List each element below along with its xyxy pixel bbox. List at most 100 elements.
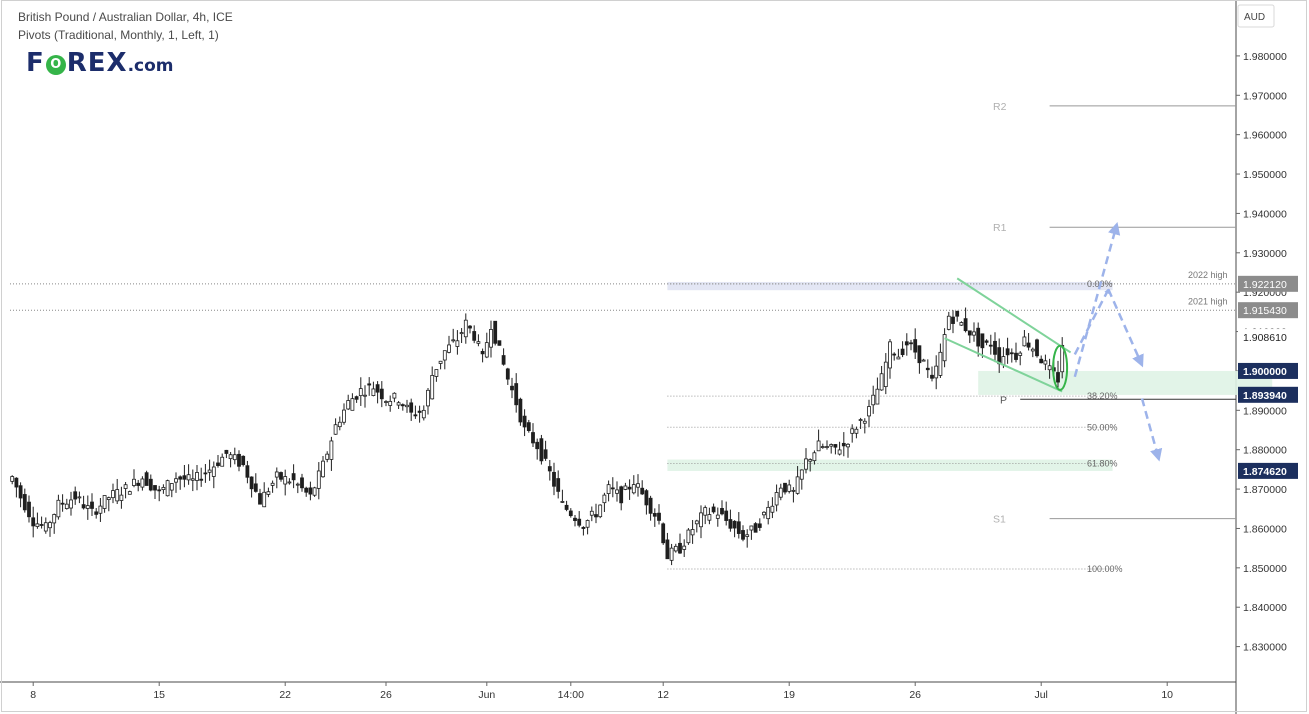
logo-text-com: .com (127, 56, 174, 76)
candle-body (795, 476, 800, 494)
candle-body (493, 320, 498, 344)
candle-body (610, 487, 615, 490)
candle-body (211, 466, 216, 477)
y-tick-label: 1.880000 (1243, 445, 1287, 457)
candle-body (678, 542, 682, 554)
candle-body (136, 482, 141, 486)
y-tick-label: 1.930000 (1243, 248, 1287, 260)
candle-body (535, 441, 540, 450)
candle-body (942, 334, 947, 362)
candle-body (216, 462, 220, 467)
candle-body (619, 486, 624, 504)
candle-body (606, 484, 611, 494)
fib-zero-band (667, 281, 1113, 291)
candle-body (18, 485, 23, 499)
pivot-label: R1 (993, 222, 1007, 234)
candle-body (455, 340, 460, 347)
candle-body (484, 342, 489, 358)
candle-body (829, 444, 834, 447)
candle-body (669, 547, 674, 561)
candle-body (871, 394, 876, 406)
y-tick-label: 1.960000 (1243, 130, 1287, 142)
x-tick-label: 8 (30, 689, 36, 701)
candle-body (497, 340, 502, 346)
candle-body (1060, 344, 1065, 373)
x-tick-label: Jul (1034, 689, 1047, 701)
candle-body (581, 526, 586, 529)
indicator-legend: Pivots (Traditional, Monthly, 1, Left, 1… (18, 28, 219, 42)
candle-body (665, 539, 670, 560)
x-tick-label: 26 (380, 689, 392, 701)
candle-body (556, 478, 561, 492)
candle-body (350, 398, 355, 411)
candle-body (976, 327, 981, 347)
candle-body (820, 446, 825, 448)
fib-zone (667, 459, 1113, 471)
candle-body (316, 470, 321, 489)
candle-body (657, 512, 661, 521)
candle-body (661, 523, 666, 544)
candle-body (846, 443, 850, 448)
candle-body (321, 460, 325, 478)
candle-body (766, 506, 771, 520)
candle-body (64, 503, 69, 509)
candle-body (237, 453, 241, 467)
candle-body (783, 482, 787, 493)
candle-body (279, 472, 283, 480)
y-tick-label: 1.830000 (1243, 642, 1287, 654)
candle-body (430, 375, 435, 400)
candle-body (43, 522, 48, 532)
x-tick-label: 10 (1161, 689, 1173, 701)
candle-body (804, 458, 808, 470)
x-tick-label: 12 (657, 689, 669, 701)
candle-body (972, 331, 976, 336)
candle-body (304, 487, 309, 493)
candle-body (379, 388, 384, 400)
fib-level-label: 38.20% (1087, 391, 1118, 401)
candle-body (245, 465, 250, 478)
candle-body (816, 440, 821, 452)
candle-body (552, 471, 556, 487)
candle-body (602, 494, 607, 504)
candle-body (505, 368, 510, 380)
pivot-label: S1 (993, 514, 1006, 526)
x-tick-label: 19 (783, 689, 795, 701)
candle-body (459, 332, 464, 335)
candle-body (274, 471, 279, 478)
candle-body (980, 333, 985, 349)
candle-body (312, 487, 317, 496)
candle-body (686, 529, 691, 544)
candle-body (640, 487, 645, 495)
candle-body (451, 339, 456, 342)
candle-body (501, 355, 506, 365)
candle-body (388, 400, 393, 406)
candle-body (791, 489, 796, 492)
candle-body (73, 491, 78, 500)
candle-body (732, 520, 737, 529)
candle-body (623, 485, 628, 490)
candle-body (463, 319, 468, 338)
candle-body (363, 394, 367, 397)
candle-body (627, 486, 632, 490)
candle-body (35, 523, 40, 527)
candle-body (585, 520, 590, 528)
candle-body (615, 489, 619, 494)
candle-body (266, 491, 271, 495)
x-tick-label: 26 (909, 689, 921, 701)
candle-body (879, 373, 884, 391)
candle-body (715, 514, 720, 519)
candle-body (283, 476, 288, 485)
candle-body (94, 511, 99, 515)
logo-o-icon: O (45, 55, 66, 75)
candle-body (60, 502, 65, 505)
candle-body (900, 348, 905, 356)
candle-body (762, 511, 766, 516)
candle-body (258, 493, 262, 505)
price-label-text: 1.900000 (1243, 366, 1287, 378)
candle-body (867, 406, 871, 417)
candle-body (594, 514, 598, 518)
candle-body (308, 487, 313, 495)
candle-body (967, 330, 972, 336)
